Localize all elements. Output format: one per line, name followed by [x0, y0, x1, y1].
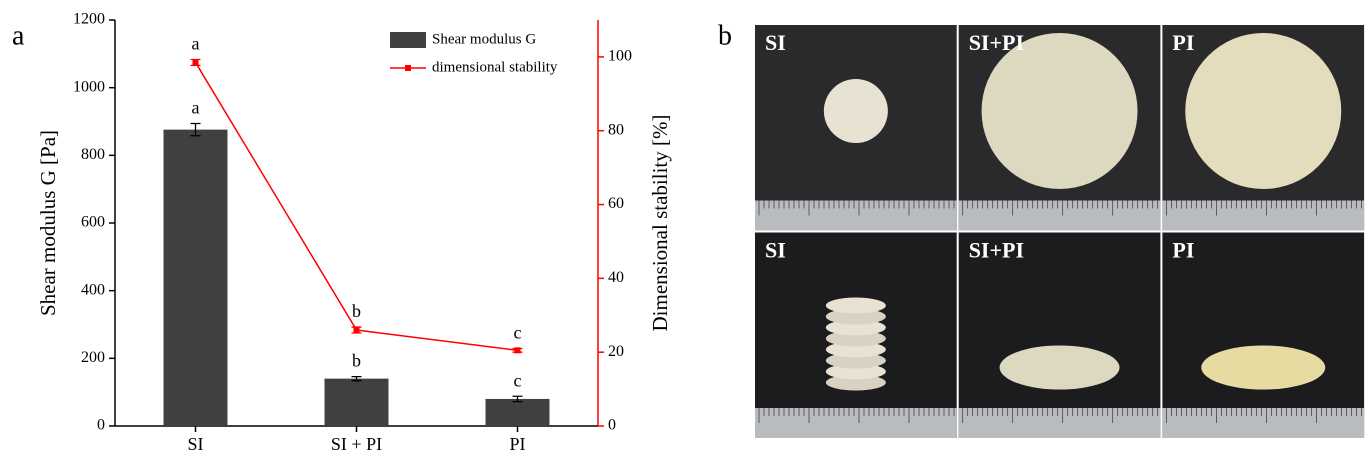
- photo-grid: SI SI+PI PI SI SI+PI PI: [755, 25, 1365, 438]
- ruler: [1162, 200, 1365, 231]
- error-bar: [190, 122, 201, 137]
- sample: [825, 319, 886, 336]
- photo-label: SI+PI: [969, 30, 1024, 55]
- photo-label: SI+PI: [969, 238, 1024, 263]
- significance-letter: c: [514, 323, 522, 343]
- sample: [825, 297, 886, 314]
- y-tick-label: 1000: [73, 78, 105, 95]
- sample: [1201, 345, 1326, 390]
- panel-label: b: [718, 20, 732, 51]
- y-tick-label: 600: [81, 214, 105, 231]
- photo-label: PI: [1172, 30, 1194, 55]
- legend-label: Shear modulus G: [432, 31, 536, 47]
- y-tick-label: 1200: [73, 11, 105, 28]
- error-bar: [190, 58, 201, 67]
- y-tick-label: 0: [97, 417, 105, 434]
- y-tick-label: 800: [81, 146, 105, 163]
- significance-letter: a: [192, 34, 200, 54]
- bar: [485, 398, 550, 426]
- significance-letter: a: [192, 98, 200, 118]
- y2-tick-label: 0: [608, 417, 616, 434]
- photo-label: PI: [1172, 238, 1194, 263]
- error-bar: [512, 395, 523, 403]
- photo-background: [958, 232, 1161, 438]
- y2-tick-label: 100: [608, 48, 632, 65]
- significance-letter: c: [514, 370, 522, 390]
- bar: [324, 378, 389, 426]
- sample: [1185, 33, 1342, 189]
- legend-marker: [405, 65, 411, 71]
- sample: [981, 33, 1138, 189]
- y2-tick-label: 60: [608, 195, 624, 212]
- y2-tick-label: 20: [608, 343, 624, 360]
- sample: [823, 79, 888, 143]
- ruler: [1162, 408, 1365, 438]
- ruler: [755, 408, 957, 438]
- y-tick-label: 200: [81, 349, 105, 366]
- sample: [825, 341, 886, 358]
- ruler: [755, 200, 957, 231]
- legend-label: dimensional stability: [432, 59, 558, 75]
- sample: [999, 345, 1120, 390]
- y2-tick-label: 80: [608, 121, 624, 138]
- sample: [825, 308, 886, 325]
- legend-swatch: [390, 32, 426, 48]
- error-bar: [351, 326, 362, 334]
- y2-tick-label: 40: [608, 269, 624, 286]
- x-tick-label: PI: [509, 434, 525, 454]
- ruler: [958, 200, 1161, 231]
- photo-label: SI: [765, 238, 786, 263]
- error-bar: [512, 347, 523, 353]
- x-tick-label: SI: [187, 434, 203, 454]
- y-tick-label: 400: [81, 281, 105, 298]
- significance-letter: b: [352, 351, 361, 371]
- bar: [163, 129, 228, 426]
- y-axis-label: Shear modulus G [Pa]: [36, 130, 60, 316]
- panel-label: a: [12, 20, 25, 51]
- x-tick-label: SI + PI: [331, 434, 382, 454]
- sample: [825, 363, 886, 380]
- sample: [825, 330, 886, 347]
- photo-label: SI: [765, 30, 786, 55]
- significance-letter: b: [352, 301, 361, 321]
- photo-background: [1162, 232, 1365, 438]
- error-bar: [351, 375, 362, 382]
- ruler: [958, 408, 1161, 438]
- y2-axis-label: Dimensional stability [%]: [648, 115, 672, 332]
- sample: [825, 352, 886, 369]
- sample: [825, 374, 886, 391]
